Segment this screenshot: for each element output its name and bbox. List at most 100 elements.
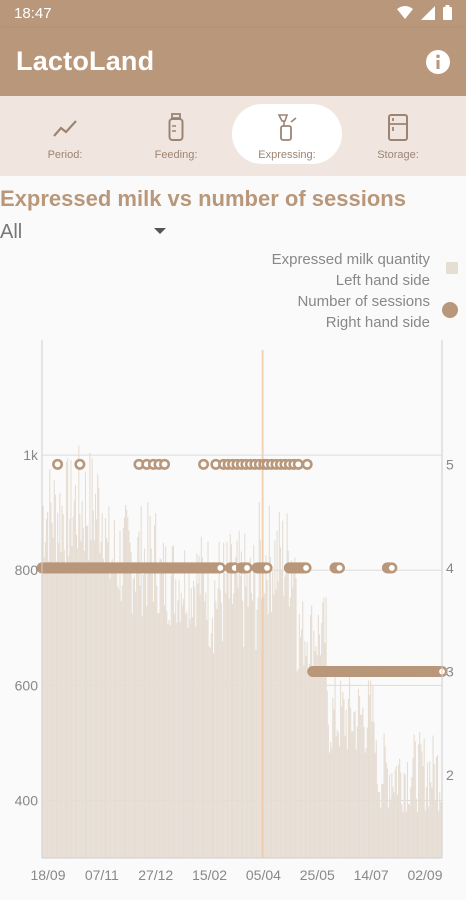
milk-bar: [47, 511, 49, 858]
milk-bar: [159, 558, 161, 858]
tab-storage[interactable]: Storage:: [343, 104, 453, 164]
x-tick-label: 02/09: [407, 867, 442, 883]
milk-bar: [419, 731, 421, 858]
milk-bar: [225, 593, 227, 858]
tab-storage-label: Storage:: [377, 149, 419, 161]
milk-bar: [78, 445, 80, 858]
legend-milk-axis: Left hand side: [335, 272, 430, 289]
milk-bar: [402, 811, 404, 858]
milk-bar: [336, 729, 338, 858]
legend-item-sessions-text: Number of sessions Right hand side: [297, 291, 430, 333]
milk-bar: [295, 578, 297, 858]
milk-bar: [236, 540, 238, 858]
x-tick-label: 15/02: [192, 867, 227, 883]
milk-bar: [166, 611, 168, 858]
info-icon[interactable]: [426, 50, 450, 74]
milk-bar: [192, 581, 195, 858]
milk-bar: [137, 537, 139, 858]
milk-bar: [372, 685, 374, 858]
milk-bar: [382, 784, 384, 858]
milk-bar: [181, 605, 183, 858]
milk-bar: [247, 606, 249, 858]
milk-bar: [358, 695, 361, 858]
milk-bar: [184, 550, 186, 858]
milk-bar: [160, 559, 162, 858]
milk-bar: [83, 550, 85, 858]
milk-bar: [364, 752, 366, 858]
milk-bar: [352, 731, 354, 858]
milk-bar: [223, 542, 225, 858]
filter-dropdown[interactable]: All: [0, 219, 170, 247]
milk-bar: [88, 560, 90, 858]
milk-bar: [325, 597, 327, 858]
legend-sessions-label: Number of sessions: [297, 293, 430, 310]
signal-icon: [421, 5, 435, 20]
chart-highlight: [261, 350, 264, 858]
milk-bar: [253, 544, 255, 858]
milk-bar: [308, 663, 310, 858]
milk-bar: [242, 600, 244, 858]
milk-bar: [373, 722, 375, 858]
milk-bar: [141, 615, 143, 858]
milk-bar: [429, 761, 431, 858]
milk-bar: [272, 571, 274, 858]
milk-bar: [294, 557, 296, 858]
milk-bar: [350, 707, 352, 858]
milk-bar: [267, 613, 269, 858]
milk-bar: [201, 557, 203, 858]
x-tick-label: 18/09: [30, 867, 65, 883]
milk-bar: [194, 587, 196, 858]
milk-bar: [370, 680, 372, 858]
milk-bar: [386, 768, 388, 858]
milk-bar: [139, 585, 141, 858]
milk-bar: [323, 597, 325, 858]
milk-bar: [123, 517, 126, 858]
filter-value: All: [0, 221, 23, 243]
milk-bar: [281, 570, 283, 858]
milk-bar: [233, 593, 235, 858]
milk-bar: [167, 624, 169, 858]
milk-bar: [254, 565, 256, 858]
milk-bar: [182, 598, 185, 858]
milk-bar: [335, 736, 337, 858]
milk-bar: [301, 629, 303, 858]
milk-bar: [45, 519, 48, 858]
milk-bar: [285, 568, 287, 858]
milk-bar: [315, 646, 317, 858]
x-tick-label: 07/11: [85, 867, 119, 883]
milk-bar: [230, 544, 232, 858]
tab-expressing[interactable]: Expressing:: [232, 104, 342, 164]
milk-bar: [376, 784, 378, 858]
milk-bar: [131, 613, 133, 858]
milk-bar: [269, 557, 271, 858]
milk-bar: [305, 655, 307, 858]
milk-bar: [343, 699, 345, 858]
milk-bar: [332, 697, 334, 858]
milk-bar: [132, 579, 134, 858]
milk-bar: [156, 585, 158, 858]
milk-bar: [89, 452, 91, 858]
right-tick-label: 5: [446, 456, 454, 472]
tab-period[interactable]: Period:: [10, 104, 120, 164]
milk-bar: [387, 807, 390, 858]
milk-bar: [255, 650, 257, 858]
milk-bar: [431, 787, 433, 858]
session-points: [36, 458, 448, 678]
milk-bar: [111, 559, 113, 858]
milk-bar: [279, 547, 281, 858]
tab-feeding[interactable]: Feeding:: [121, 104, 231, 164]
milk-bar: [383, 733, 385, 858]
milk-bar: [240, 551, 242, 858]
milk-bar: [188, 566, 190, 858]
milk-bar: [148, 563, 150, 858]
milk-bar: [397, 764, 400, 858]
milk-bar: [304, 641, 306, 858]
milk-bar: [433, 763, 435, 858]
milk-bar: [430, 782, 432, 858]
milk-bar: [108, 506, 110, 858]
milk-bar: [353, 712, 355, 858]
milk-bar: [60, 552, 62, 858]
milk-bar: [157, 613, 159, 858]
milk-bar: [224, 572, 226, 858]
milk-bar: [65, 462, 68, 858]
